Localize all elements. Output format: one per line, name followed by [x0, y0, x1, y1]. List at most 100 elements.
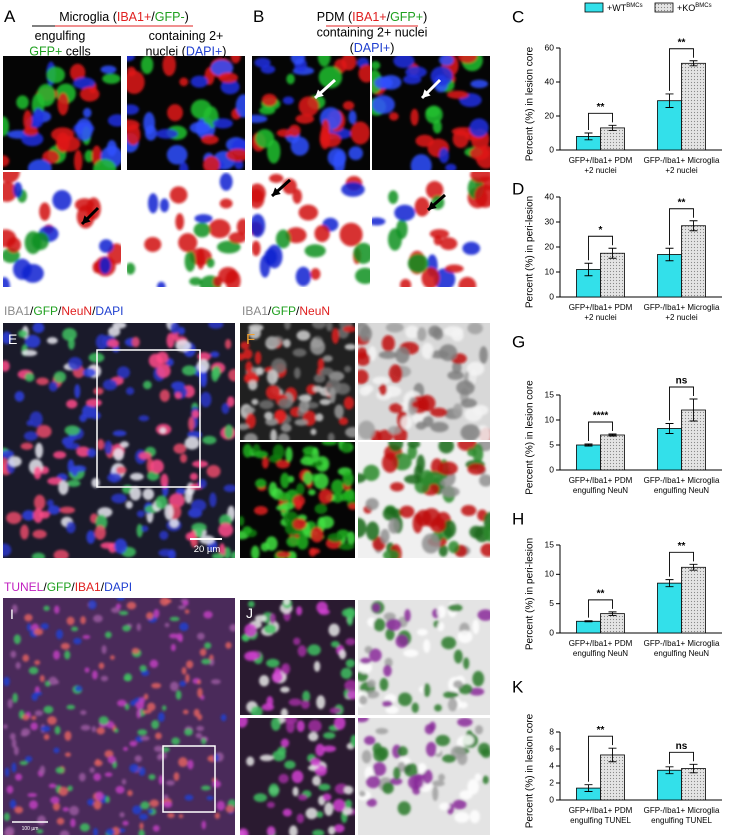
- cell: [460, 424, 481, 440]
- cell: [34, 660, 41, 665]
- micrograph: [3, 172, 121, 287]
- cell: [93, 159, 117, 170]
- cell: [127, 789, 133, 797]
- y-axis-label: Percent (%) in peri-lesion: [525, 196, 536, 308]
- cell: [168, 493, 185, 508]
- cell: [316, 601, 328, 614]
- cell: [467, 463, 486, 475]
- cells: [3, 598, 235, 835]
- cell: [331, 327, 340, 344]
- cell: [344, 679, 355, 692]
- error-bar: [689, 763, 698, 774]
- cell: [240, 718, 248, 728]
- caption-segment: (: [350, 41, 355, 55]
- significance-label: ****: [593, 411, 609, 422]
- cell: [388, 425, 401, 435]
- significance-label: **: [597, 102, 605, 113]
- cell: [136, 523, 143, 538]
- caption-segment: engulfing: [35, 29, 86, 43]
- y-tick-label: 10: [545, 266, 555, 276]
- cell: [173, 772, 180, 781]
- caption-segment: GFP-: [155, 10, 185, 24]
- cell: [251, 398, 259, 406]
- cell: [295, 266, 311, 287]
- cell: [107, 339, 120, 348]
- cell: [181, 667, 187, 675]
- cell: [368, 346, 377, 362]
- cell: [439, 344, 458, 362]
- cell: [54, 725, 61, 735]
- cell: [155, 128, 178, 139]
- cell: [146, 702, 156, 712]
- x-tick-label: GFP+/Iba1+ PDM: [569, 303, 633, 312]
- cell: [127, 262, 136, 275]
- cell: [297, 794, 308, 801]
- bar: [681, 566, 706, 634]
- cell: [283, 600, 291, 606]
- cell: [21, 349, 38, 357]
- cell: [410, 108, 419, 126]
- cell: [94, 525, 106, 540]
- cell: [385, 323, 404, 333]
- cell: [119, 610, 129, 616]
- cell: [430, 517, 446, 533]
- x-tick-label: GFP+/Iba1+ PDM: [569, 806, 633, 815]
- cell: [245, 361, 253, 373]
- cell: [127, 56, 135, 62]
- cell: [179, 453, 188, 463]
- cell: [179, 622, 189, 631]
- micrograph: [358, 718, 490, 835]
- cell: [74, 384, 81, 399]
- cell: [298, 96, 319, 117]
- cell: [224, 424, 234, 439]
- cell: [405, 325, 419, 339]
- caption-segment: IBA1: [75, 580, 101, 594]
- cell: [6, 511, 22, 525]
- cell: [425, 180, 444, 200]
- caption-text: IBA1/GFP/NeuN: [242, 304, 330, 318]
- caption-segment: PDM (: [317, 10, 353, 24]
- cell: [170, 323, 180, 334]
- cell: [285, 227, 307, 244]
- cell: [358, 64, 370, 83]
- cell: [417, 394, 436, 412]
- cell: [169, 616, 180, 622]
- cell: [277, 433, 290, 440]
- cell: [460, 398, 477, 409]
- cell: [438, 773, 445, 782]
- cell: [217, 240, 241, 254]
- cell: [344, 365, 352, 373]
- bar: [600, 754, 625, 801]
- cell: [388, 190, 399, 204]
- cell: [280, 502, 295, 511]
- error-bar: [584, 620, 593, 623]
- cell: [371, 603, 381, 613]
- cell: [329, 387, 336, 404]
- cell: [327, 532, 344, 543]
- cell: [268, 454, 282, 463]
- cell: [318, 66, 343, 89]
- cell: [178, 757, 188, 768]
- cell: [298, 400, 310, 413]
- cell: [421, 533, 440, 554]
- cell: [46, 337, 58, 345]
- cell: [216, 800, 225, 811]
- cell: [57, 92, 69, 116]
- cell: [210, 679, 221, 685]
- cell: [389, 403, 403, 414]
- arrow-head: [272, 187, 281, 196]
- cell: [236, 218, 245, 236]
- cell: [292, 518, 307, 530]
- cell: [255, 129, 275, 148]
- cell: [46, 499, 54, 507]
- cells: [127, 56, 245, 170]
- cell: [461, 734, 474, 746]
- cells: [372, 56, 490, 170]
- cell: [331, 640, 340, 648]
- cell: [209, 492, 217, 508]
- cell: [100, 65, 117, 74]
- bar: [600, 434, 625, 471]
- caption-segment: /: [58, 304, 62, 318]
- cell: [378, 383, 388, 396]
- cell: [59, 830, 70, 835]
